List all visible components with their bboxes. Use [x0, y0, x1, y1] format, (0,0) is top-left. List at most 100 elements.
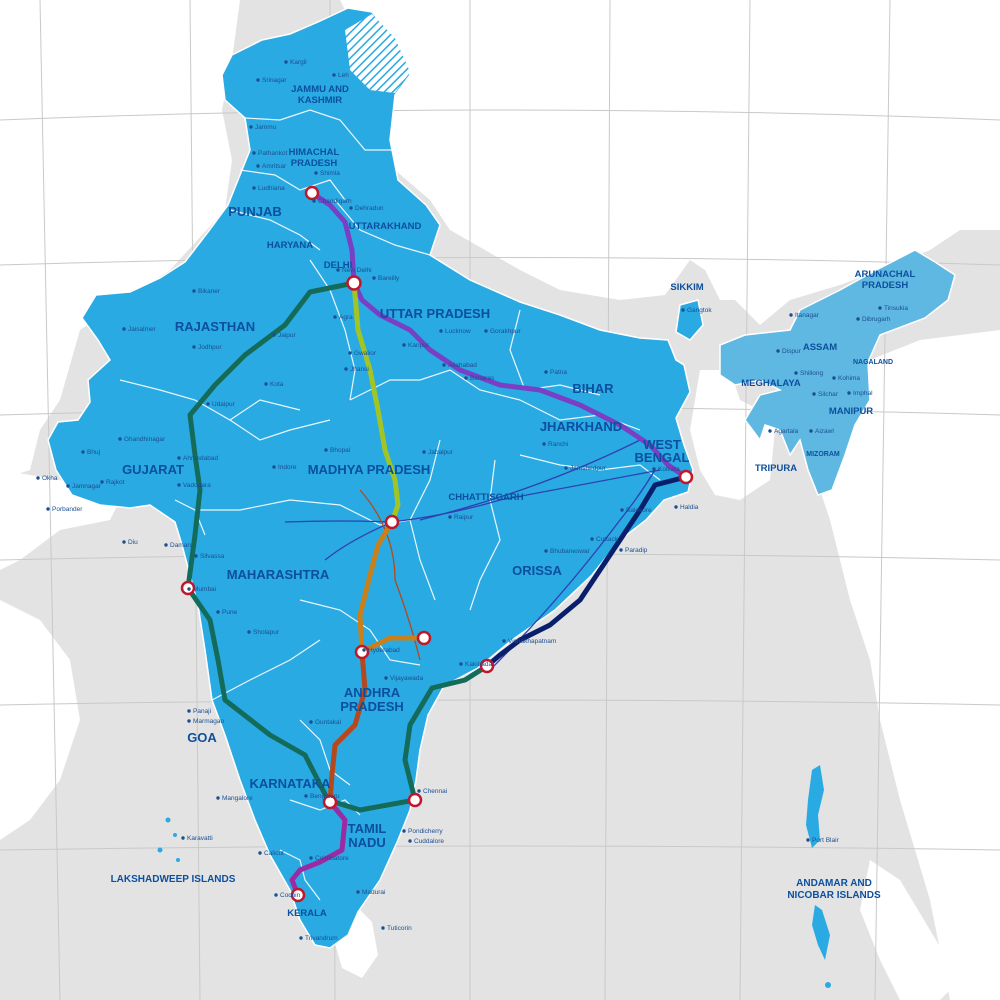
node-kolkata[interactable] [678, 469, 694, 485]
city-coimbatore[interactable]: Coimbatore [309, 855, 349, 862]
node-cochin[interactable] [290, 887, 306, 903]
city-cochin[interactable]: Cochin [274, 892, 301, 899]
city-pathankot[interactable]: Pathankot [252, 150, 287, 157]
node-chennai[interactable] [407, 792, 423, 808]
city-okha[interactable]: Okha [36, 475, 58, 482]
city-itanagar[interactable]: Itanagar [789, 312, 820, 319]
city-raipur[interactable]: Raipur [448, 514, 474, 521]
city-dehradun[interactable]: Dehradun [349, 205, 384, 212]
city-jaipur[interactable]: Jaipur [272, 332, 297, 339]
city-gorakhpur[interactable]: Gorakhpur [484, 328, 522, 335]
city-lucknow[interactable]: Lucknow [439, 328, 471, 335]
city-paradip[interactable]: Paradip [619, 547, 648, 554]
city-daman[interactable]: Daman [164, 542, 191, 549]
city-balesore[interactable]: Balesore [620, 507, 652, 514]
city-kargil[interactable]: Kargil [284, 59, 307, 66]
city-marmagao[interactable]: Marmagao [187, 718, 224, 725]
city-udaipur[interactable]: Udaipur [206, 401, 236, 408]
city-dibrugarh[interactable]: Dibrugarh [856, 316, 891, 323]
city-patna[interactable]: Patna [544, 369, 567, 376]
city-chandigarh[interactable]: Chandigarh [312, 198, 352, 205]
city-vishakhapatnam[interactable]: Vishakhapatnam [502, 638, 556, 645]
city-panaji[interactable]: Panaji [187, 708, 211, 715]
city-kolkata[interactable]: Kolkata [652, 466, 680, 473]
city-calicut[interactable]: Calicut [258, 850, 284, 857]
city-bareilly[interactable]: Bareilly [372, 275, 400, 282]
city-kohima[interactable]: Kohima [832, 375, 860, 382]
city-ahmedabad[interactable]: Ahmedabad [177, 455, 218, 462]
city-madurai[interactable]: Madurai [356, 889, 385, 896]
node-east-ap[interactable] [416, 630, 432, 646]
city-dispur[interactable]: Dispur [776, 348, 802, 355]
city-benaras[interactable]: Benaras [464, 375, 495, 382]
city-label: Guntakal [315, 719, 342, 726]
city-bhuj[interactable]: Bhuj [81, 449, 100, 456]
city-ranchi[interactable]: Ranchi [542, 441, 568, 448]
city-ghandhinagar[interactable]: Ghandhinagar [118, 436, 166, 443]
city-tinsukia[interactable]: Tinsukia [878, 305, 908, 312]
city-agartala[interactable]: Agartala [768, 428, 799, 435]
city-dot [832, 376, 836, 380]
city-bikaner[interactable]: Bikaner [192, 288, 221, 295]
city-karavatti[interactable]: Karavatti [181, 835, 213, 842]
city-mangalore[interactable]: Mangalore [216, 795, 253, 802]
city-porbander[interactable]: Porbander [46, 506, 83, 513]
city-pune[interactable]: Pune [216, 609, 238, 616]
city-vijayawada[interactable]: Vijayawada [384, 675, 424, 682]
city-sholapur[interactable]: Sholapur [247, 629, 280, 636]
city-label: Shillong [800, 370, 824, 377]
city-vadodara[interactable]: Vadodara [177, 482, 211, 489]
city-rajkot[interactable]: Rajkot [100, 479, 125, 486]
label-kerala: KERALA [287, 908, 327, 919]
node-vizag[interactable] [479, 658, 495, 674]
city-chennai[interactable]: Chennai [417, 788, 447, 795]
city-haldia[interactable]: Haldia [674, 504, 699, 511]
city-new-delhi[interactable]: New Delhi [336, 267, 372, 274]
city-silchar[interactable]: Silchar [812, 391, 839, 398]
city-leh[interactable]: Leh [332, 72, 349, 79]
city-ludhiana[interactable]: Ludhiana [252, 185, 285, 192]
node-chandigarh[interactable] [304, 185, 320, 201]
city-jaisalmer[interactable]: Jaisalmer [122, 326, 157, 333]
city-imphal[interactable]: Imphal [847, 390, 873, 397]
city-label: Porbander [52, 506, 83, 513]
node-bengaluru[interactable] [322, 794, 338, 810]
city-bhopal[interactable]: Bhopal [324, 447, 351, 454]
city-srinagar[interactable]: Srinagar [256, 77, 287, 84]
city-cuddalore[interactable]: Cuddalore [408, 838, 444, 845]
city-aizawl[interactable]: Aizawl [809, 428, 834, 435]
city-kakinada[interactable]: Kakinada [459, 661, 492, 668]
city-pondicherry[interactable]: Pondicherry [402, 828, 443, 835]
city-shimla[interactable]: Shimla [314, 170, 340, 177]
city-agra[interactable]: Agra [333, 314, 353, 321]
city-jabalpur[interactable]: Jabalpur [422, 449, 454, 456]
city-diu[interactable]: Diu [122, 539, 138, 546]
node-hyderabad[interactable] [354, 644, 370, 660]
city-jamnagar[interactable]: Jamnagar [66, 483, 102, 490]
city-gwalior[interactable]: Gwalior [348, 350, 377, 357]
city-jammu[interactable]: Jammu [249, 124, 277, 131]
city-guntakal[interactable]: Guntakal [309, 719, 342, 726]
city-allahabad[interactable]: Allahabad [442, 362, 477, 369]
city-bengaluru[interactable]: Bengaluru [304, 793, 340, 800]
node-nagpur[interactable] [384, 514, 400, 530]
city-gangtok[interactable]: Gangtok [681, 307, 712, 314]
city-jhansi[interactable]: Jhansi [344, 366, 369, 373]
city-shillong[interactable]: Shillong [794, 370, 824, 377]
city-amritsar[interactable]: Amritsar [256, 163, 287, 170]
city-bhubaneswar[interactable]: Bhubaneswar [544, 548, 591, 555]
city-port-blair[interactable]: Port Blair [806, 837, 840, 844]
city-kota[interactable]: Kota [264, 381, 284, 388]
city-indore[interactable]: Indore [272, 464, 297, 471]
city-jamshedpur[interactable]: Jamshedpur [564, 465, 607, 472]
label-bihar: BIHAR [572, 381, 614, 396]
city-trivandrum[interactable]: Trivandrum [299, 935, 338, 942]
city-jodhpur[interactable]: Jodhpur [192, 344, 222, 351]
city-kanpur[interactable]: Kanpur [402, 342, 430, 349]
city-tuticorin[interactable]: Tuticorin [381, 925, 412, 932]
city-mumbai[interactable]: Mumbai [187, 586, 216, 593]
city-cuttack[interactable]: Cuttack [590, 536, 619, 543]
node-delhi[interactable] [346, 275, 362, 291]
city-hyderabad[interactable]: Hyderabad [362, 647, 400, 654]
city-silvassa[interactable]: Silvassa [194, 553, 225, 560]
